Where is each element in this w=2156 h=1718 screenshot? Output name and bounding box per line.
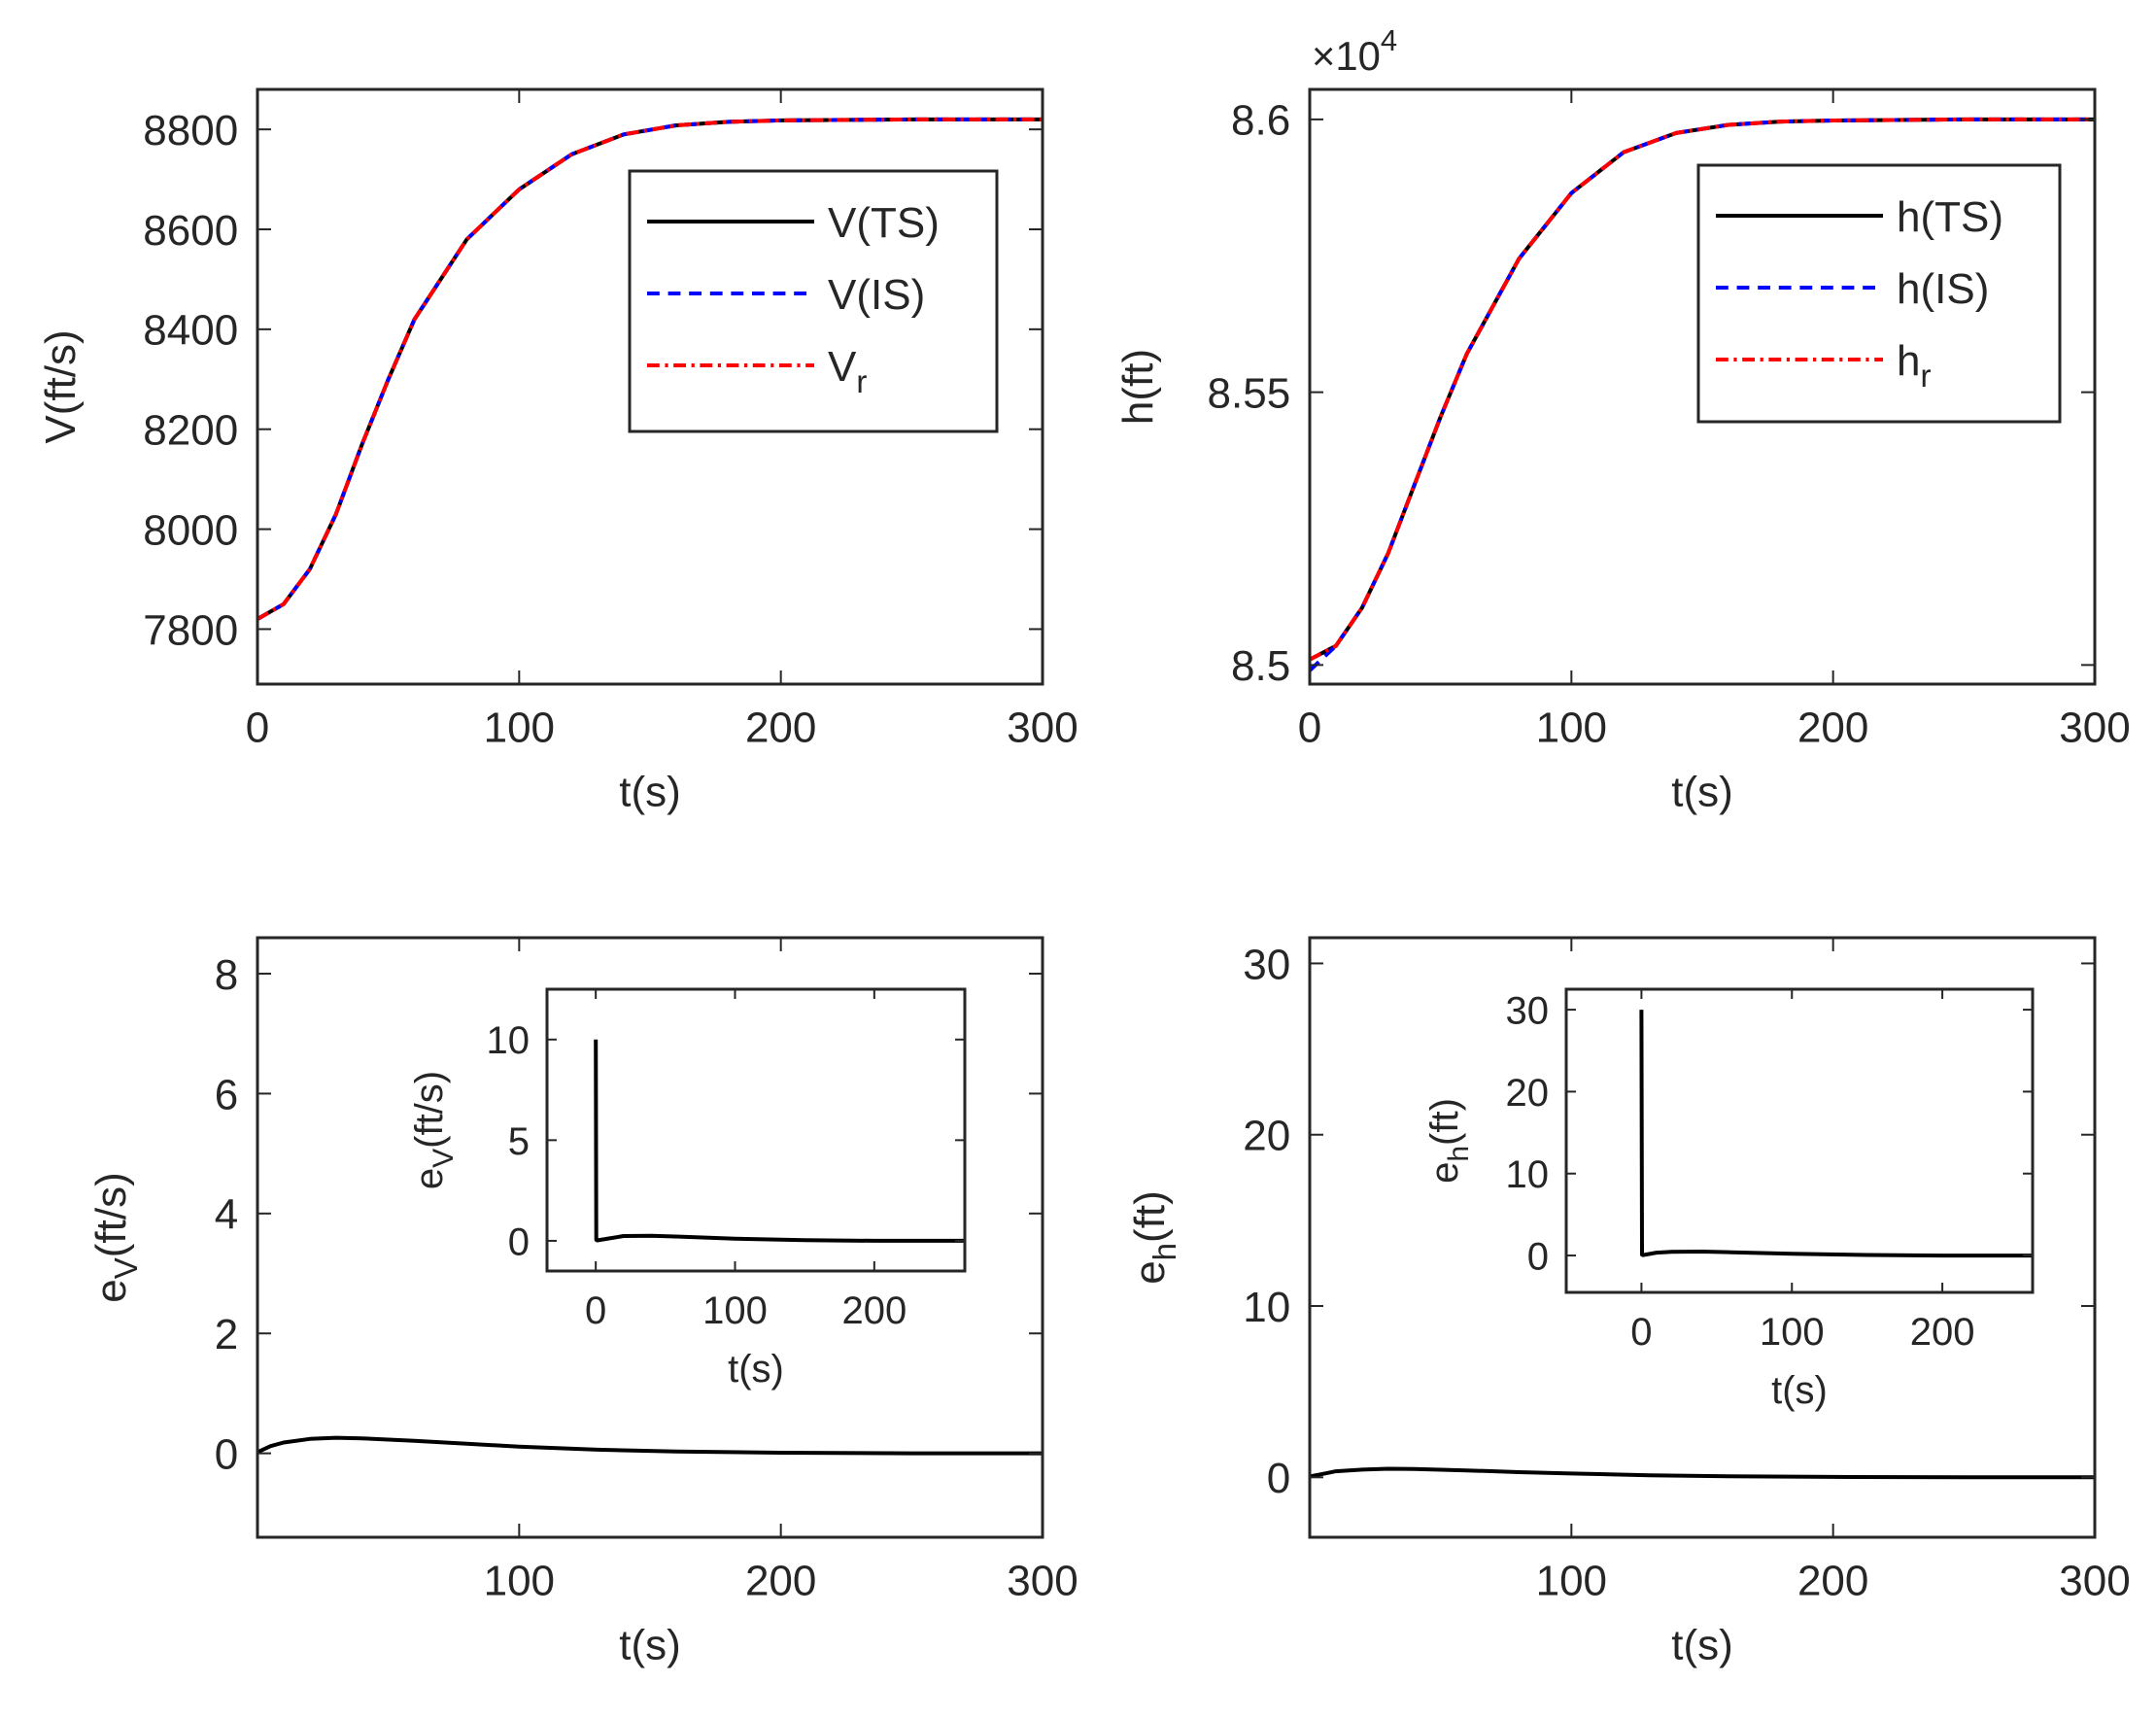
altitude-chart-legend: h(TS) h(IS) hr [1696, 163, 2062, 424]
velocity-chart-legend: V(TS) V(IS) Vr [628, 169, 999, 433]
velocity-error-inset-ytick-label: 5 [508, 1120, 530, 1163]
altitude-chart-ytick-label: 8.55 [1208, 369, 1291, 417]
altitude-error-inset-series-eh [1639, 1010, 2033, 1258]
altitude-error-chart-xlabel: t(s) [1671, 1621, 1733, 1668]
velocity-chart-ylabel: V(ft/s) [37, 329, 85, 443]
altitude-chart-legend-label: h(IS) [1897, 265, 1989, 313]
altitude-error-inset-series-group [1639, 1010, 2033, 1258]
velocity-chart-series-group [257, 117, 1043, 621]
velocity-error-chart-series-ev [257, 1435, 1043, 1456]
velocity-chart-ytick-label: 8600 [143, 207, 238, 255]
altitude-error-chart-ytick-label: 30 [1243, 941, 1290, 988]
velocity-error-chart-ylabel: eV(ft/s) [87, 1172, 144, 1302]
velocity-error-chart-xlabel: t(s) [619, 1621, 681, 1668]
altitude-chart-exponent-label: ×104 [1312, 23, 1397, 79]
velocity-error-chart-frame [256, 936, 1044, 1539]
altitude-error-inset-ytick-label: 10 [1506, 1153, 1550, 1196]
altitude-error-inset-ytick-label: 0 [1527, 1235, 1549, 1278]
altitude-chart-legend-label: h(TS) [1897, 193, 2003, 241]
velocity-error-inset-series-group [594, 1039, 965, 1243]
altitude-chart-ytick-label: 8.6 [1231, 97, 1290, 145]
altitude-error-inset-ytick-label: 30 [1506, 989, 1550, 1032]
altitude-error-chart-xtick-label: 100 [1536, 1557, 1607, 1604]
altitude-error-inset: 0 100 200 0 10 20 30 t(s) eh(ft) [1423, 987, 2035, 1412]
velocity-chart-ytick-label: 8200 [143, 407, 238, 455]
velocity-chart: 0 100 200 300 7800 8000 8200 8400 8600 8800 t(s) V(… [37, 87, 1078, 815]
velocity-error-inset-ytick-label: 0 [508, 1220, 530, 1263]
velocity-error-chart-xtick-label: 200 [745, 1557, 816, 1604]
altitude-chart-legend-label: hr [1897, 337, 1931, 394]
velocity-chart-ytick-label: 7800 [143, 606, 238, 654]
altitude-chart-xlabel: t(s) [1671, 768, 1733, 815]
velocity-error-chart-series-group [257, 1435, 1043, 1456]
velocity-error-inset-ylabel: eV(ft/s) [408, 1071, 460, 1189]
velocity-chart-ytick-label: 8000 [143, 506, 238, 554]
velocity-chart-xtick-label: 200 [745, 704, 816, 751]
velocity-chart-xtick-label: 300 [1007, 704, 1078, 751]
velocity-chart-series-vis [257, 117, 1043, 621]
altitude-chart-ytick-label: 8.5 [1231, 642, 1290, 690]
altitude-error-chart-series-eh [1310, 1466, 2095, 1480]
altitude-error-chart-ytick-label: 20 [1243, 1113, 1290, 1160]
altitude-chart-series-hr [1310, 117, 2095, 662]
velocity-error-chart-ytick-label: 6 [215, 1071, 238, 1118]
velocity-error-chart-ytick-label: 8 [215, 951, 238, 999]
velocity-error-inset: 0 100 200 0 5 10 t(s) eV(ft/s) [408, 987, 967, 1391]
altitude-error-chart-ytick-label: 10 [1243, 1284, 1290, 1331]
altitude-error-inset-frame [1564, 987, 2035, 1294]
altitude-error-inset-xtick-label: 0 [1630, 1311, 1652, 1354]
altitude-error-inset-xlabel: t(s) [1771, 1369, 1828, 1412]
velocity-chart-xtick-label: 0 [246, 704, 269, 751]
altitude-error-chart-ytick-label: 0 [1267, 1455, 1290, 1502]
velocity-error-inset-xtick-label: 0 [585, 1289, 606, 1332]
velocity-chart-frame [256, 87, 1044, 686]
velocity-error-inset-series-ev [594, 1039, 965, 1243]
velocity-chart-legend-box [628, 169, 999, 433]
altitude-chart-xtick-label: 0 [1298, 704, 1321, 751]
altitude-chart-ylabel: h(ft) [1114, 349, 1162, 425]
velocity-error-chart-ytick-label: 4 [215, 1191, 238, 1239]
velocity-error-inset-xtick-label: 100 [702, 1289, 768, 1332]
altitude-error-chart-xtick-label: 300 [2059, 1557, 2130, 1604]
velocity-chart-series-vr [257, 117, 1043, 621]
velocity-error-inset-xlabel: t(s) [728, 1348, 784, 1391]
altitude-error-inset-xtick-label: 100 [1760, 1311, 1825, 1354]
altitude-error-chart-frame [1308, 936, 2097, 1539]
altitude-chart-xtick-label: 300 [2059, 704, 2130, 751]
velocity-error-chart-xtick-label: 100 [484, 1557, 555, 1604]
velocity-error-chart-ytick-label: 2 [215, 1311, 238, 1358]
altitude-chart: 0 100 200 3008.58.558.6t(s)h(ft)×104h(TS)h(… [1114, 23, 2131, 815]
altitude-error-inset-xtick-label: 200 [1910, 1311, 1975, 1354]
velocity-chart-ytick-label: 8800 [143, 107, 238, 155]
velocity-chart-legend-label: V(IS) [828, 271, 925, 319]
velocity-error-inset-xtick-label: 200 [841, 1289, 907, 1332]
velocity-error-chart-ytick-label: 0 [215, 1430, 238, 1478]
velocity-error-inset-frame [545, 987, 967, 1273]
velocity-chart-legend-label: V(TS) [828, 199, 940, 247]
velocity-chart-ytick-label: 8400 [143, 307, 238, 355]
altitude-chart-xtick-label: 100 [1536, 704, 1607, 751]
velocity-error-inset-ytick-label: 10 [487, 1019, 530, 1062]
altitude-chart-frame [1308, 87, 2097, 686]
altitude-chart-series-group [1310, 117, 2095, 672]
altitude-chart-xtick-label: 200 [1797, 704, 1868, 751]
altitude-error-chart-ylabel: eh(ft) [1126, 1190, 1182, 1285]
altitude-error-chart-xtick-label: 200 [1797, 1557, 1868, 1604]
altitude-error-inset-ylabel: eh(ft) [1423, 1098, 1475, 1184]
velocity-error-chart-xtick-label: 300 [1007, 1557, 1078, 1604]
velocity-chart-xtick-label: 100 [484, 704, 555, 751]
altitude-error-chart-series-group [1310, 1466, 2095, 1480]
velocity-chart-legend-label: Vr [828, 343, 867, 399]
velocity-chart-xlabel: t(s) [619, 768, 681, 815]
altitude-error-inset-ytick-label: 20 [1506, 1072, 1550, 1115]
altitude-chart-legend-box [1696, 163, 2062, 424]
